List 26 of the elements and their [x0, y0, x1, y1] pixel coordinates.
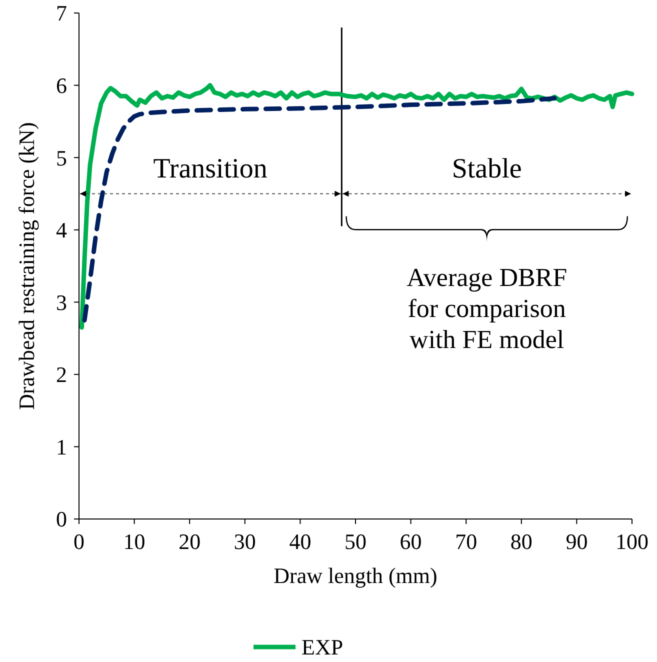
x-tick-label: 40: [289, 529, 312, 554]
y-tick-label: 2: [56, 362, 67, 388]
y-tick-label: 5: [56, 145, 67, 170]
x-tick-label: 60: [400, 529, 422, 554]
x-tick-label: 80: [510, 529, 532, 554]
y-tick-label: 1: [56, 434, 67, 460]
annotation: Stable: [452, 154, 522, 185]
y-tick-label: 7: [56, 0, 67, 26]
y-tick-label: 4: [56, 218, 67, 243]
x-axis-title: Draw length (mm): [274, 563, 438, 588]
annotation: Transition: [153, 154, 268, 185]
y-axis-title: Drawbead restraining force (kN): [14, 122, 39, 410]
y-tick-label: 6: [56, 72, 67, 98]
annotation: Average DBRF for comparison with FE model: [406, 263, 568, 354]
x-tick-label: 100: [616, 529, 648, 554]
x-tick-label: 50: [344, 529, 366, 554]
x-tick-label: 70: [455, 529, 478, 554]
x-tick-label: 20: [178, 529, 201, 554]
x-tick-label: 0: [74, 529, 84, 554]
y-tick-label: 0: [56, 506, 67, 532]
line-series: [80, 83, 634, 330]
x-tick-label: 90: [566, 529, 588, 554]
x-tick-label: 30: [234, 529, 256, 554]
legend-label: EXP: [302, 634, 344, 660]
y-tick-label: 3: [56, 290, 67, 315]
x-tick-label: 10: [123, 529, 146, 554]
